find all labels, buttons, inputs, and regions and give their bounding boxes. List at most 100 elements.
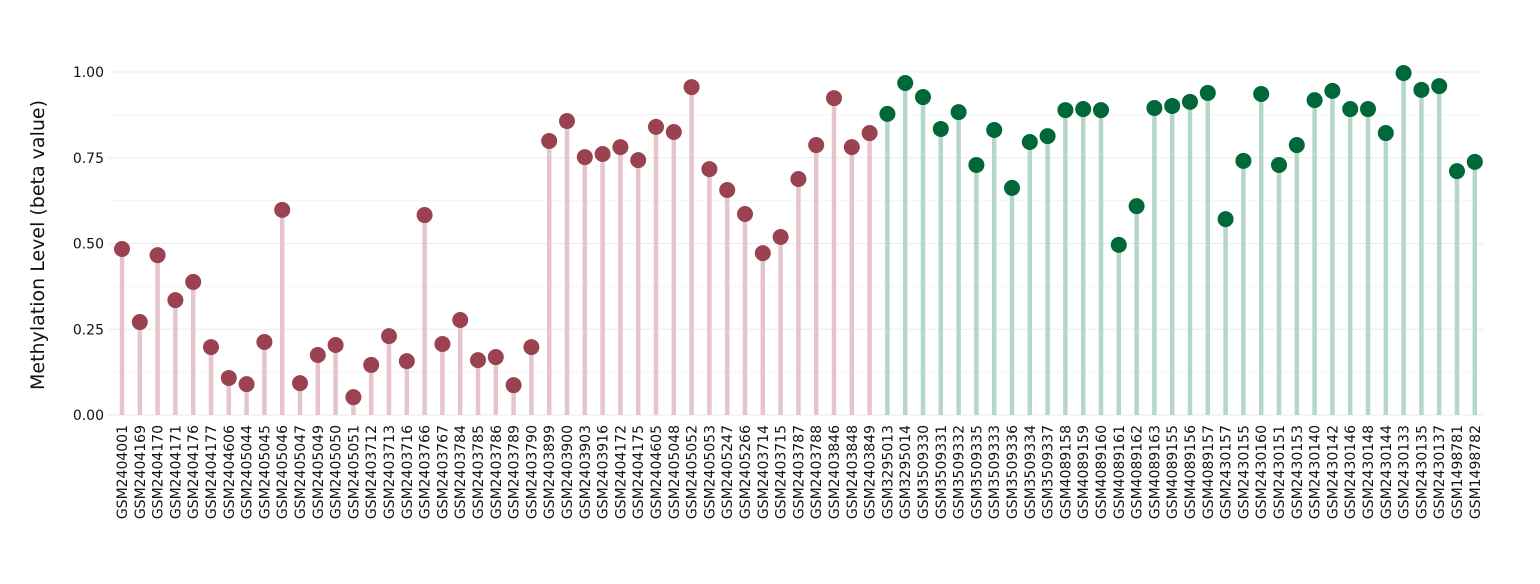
lollipop-dot [1360, 101, 1376, 118]
x-tick-label: GSM2430137 [1432, 425, 1448, 519]
x-tick-label: GSM4089155 [1165, 425, 1181, 519]
x-tick-label: GSM2405049 [311, 425, 327, 519]
x-tick-label: GSM2404172 [613, 425, 629, 519]
x-tick-label: GSM2405052 [685, 425, 701, 519]
y-tick-label: 1.00 [73, 65, 104, 81]
x-tick-label: GSM2404175 [631, 425, 647, 519]
x-tick-label: GSM4089159 [1076, 425, 1092, 519]
x-tick-label: GSM2405048 [667, 425, 683, 519]
lollipop-dot [505, 377, 522, 394]
x-tick-label: GSM2430142 [1325, 425, 1341, 519]
x-tick-label: GSM2404169 [133, 425, 149, 519]
lollipop-dot [256, 333, 273, 350]
x-tick-label: GSM4089157 [1201, 425, 1217, 519]
x-tick-label: GSM2403716 [400, 425, 416, 519]
lollipop-dot [1057, 102, 1074, 119]
x-tick-label: GSM2403784 [453, 425, 469, 519]
lollipop-dot [363, 356, 380, 373]
lollipop-dot [968, 156, 985, 173]
x-tick-label: GSM4089158 [1058, 425, 1074, 519]
lollipop-dot [986, 121, 1003, 138]
lollipop-dot [932, 120, 949, 137]
lollipop-dot [737, 206, 753, 223]
y-tick-label: 0.50 [73, 237, 104, 253]
lollipop-dot [772, 228, 789, 245]
y-axis: 0.00 0.25 0.50 0.75 1.00 [73, 65, 104, 424]
x-tick-label: GSM2403900 [560, 425, 576, 519]
x-tick-label: GSM2404606 [222, 425, 238, 519]
lollipop-dot [648, 118, 664, 135]
x-tick-label: GSM2404176 [186, 425, 202, 519]
x-tick-label: GSM2430151 [1272, 425, 1288, 519]
x-tick-label: GSM2403766 [418, 425, 434, 519]
x-tick-label: GSM3509330 [916, 425, 932, 519]
x-tick-label: GSM4089162 [1130, 425, 1146, 519]
x-tick-label: GSM4089160 [1094, 425, 1110, 519]
lollipop-dot [826, 90, 842, 107]
x-tick-label: GSM2403916 [596, 425, 612, 519]
x-tick-label: GSM1498782 [1468, 425, 1484, 519]
y-tick-label: 0.25 [73, 322, 104, 338]
lollipop-dot [470, 352, 486, 369]
lollipop-dot [523, 339, 540, 356]
lollipop-dot [114, 240, 130, 257]
x-tick-label: GSM2430135 [1414, 425, 1430, 519]
x-tick-label: GSM2430160 [1254, 425, 1270, 519]
x-tick-label: GSM4089156 [1183, 425, 1199, 519]
lollipop-dot [1199, 84, 1216, 101]
lollipop-dot [754, 245, 771, 262]
x-tick-label: GSM2430133 [1397, 425, 1413, 519]
lollipop-dot [665, 124, 682, 141]
lollipop-dot [309, 346, 326, 363]
lollipop-dot [345, 389, 362, 406]
lollipop-dot [808, 137, 825, 154]
x-tick-label: GSM2405266 [738, 425, 754, 519]
y-axis-title: Methylation Level (beta value) [27, 100, 49, 390]
x-tick-label: GSM2403788 [809, 425, 825, 519]
lollipop-dot [683, 79, 700, 96]
x-tick-label: GSM2404605 [649, 425, 665, 519]
lollipop-dot [398, 353, 415, 370]
lollipop-dot [1271, 156, 1287, 173]
x-tick-label: GSM3295014 [898, 425, 914, 519]
x-tick-label: GSM2403789 [507, 425, 523, 519]
lollipop-dot [1093, 102, 1109, 119]
x-tick-label: GSM2403899 [542, 425, 558, 519]
lollipop-dot [1021, 133, 1038, 150]
lollipop-dot [1288, 137, 1305, 154]
lollipop-dot [203, 339, 219, 356]
lollipop-dot [185, 273, 202, 290]
lollipop-dot [719, 181, 736, 198]
lollipop-dot [131, 314, 148, 331]
lollipop-dot [1004, 179, 1020, 196]
lollipop-dot [1146, 100, 1163, 117]
lollipop-dot [220, 369, 237, 386]
lollipop-dot [915, 89, 931, 106]
y-tick-label: 0.00 [73, 408, 104, 424]
x-tick-label: GSM2430144 [1379, 425, 1395, 519]
x-tick-label: GSM3509333 [987, 425, 1003, 519]
x-tick-label: GSM3509331 [934, 425, 950, 519]
lollipop-dot [487, 349, 504, 366]
x-tick-label: GSM2405247 [720, 425, 736, 519]
x-tick-label: GSM2404001 [115, 425, 131, 519]
x-tick-label: GSM2405050 [329, 425, 345, 519]
lollipop-dot [790, 171, 807, 188]
lollipop-dot [1235, 152, 1252, 169]
lollipop-dot [1253, 85, 1270, 102]
lollipop-dot [238, 376, 255, 393]
x-tick-label: GSM3509335 [969, 425, 985, 519]
lollipop-dot [1039, 128, 1056, 145]
lollipop-dot [1110, 236, 1127, 253]
lollipop-dot [1377, 125, 1394, 142]
x-tick-label: GSM2403903 [578, 425, 594, 519]
lollipop-dot [1182, 93, 1198, 110]
x-tick-label: GSM2405045 [257, 425, 273, 519]
x-tick-label: GSM2403712 [364, 425, 380, 519]
x-tick-label: GSM2404170 [151, 425, 167, 519]
x-tick-label: GSM2430157 [1219, 425, 1235, 519]
lollipop-dot [559, 113, 575, 130]
x-tick-label: GSM2403785 [471, 425, 487, 519]
x-tick-label: GSM1498781 [1450, 425, 1466, 519]
